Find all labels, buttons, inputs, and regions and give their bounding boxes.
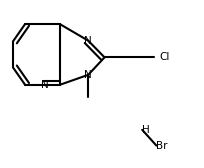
Text: Cl: Cl <box>159 52 169 62</box>
Text: N: N <box>84 70 92 80</box>
Text: Br: Br <box>156 141 167 151</box>
Text: N: N <box>84 36 92 46</box>
Text: N: N <box>40 80 48 90</box>
Text: H: H <box>142 125 149 135</box>
